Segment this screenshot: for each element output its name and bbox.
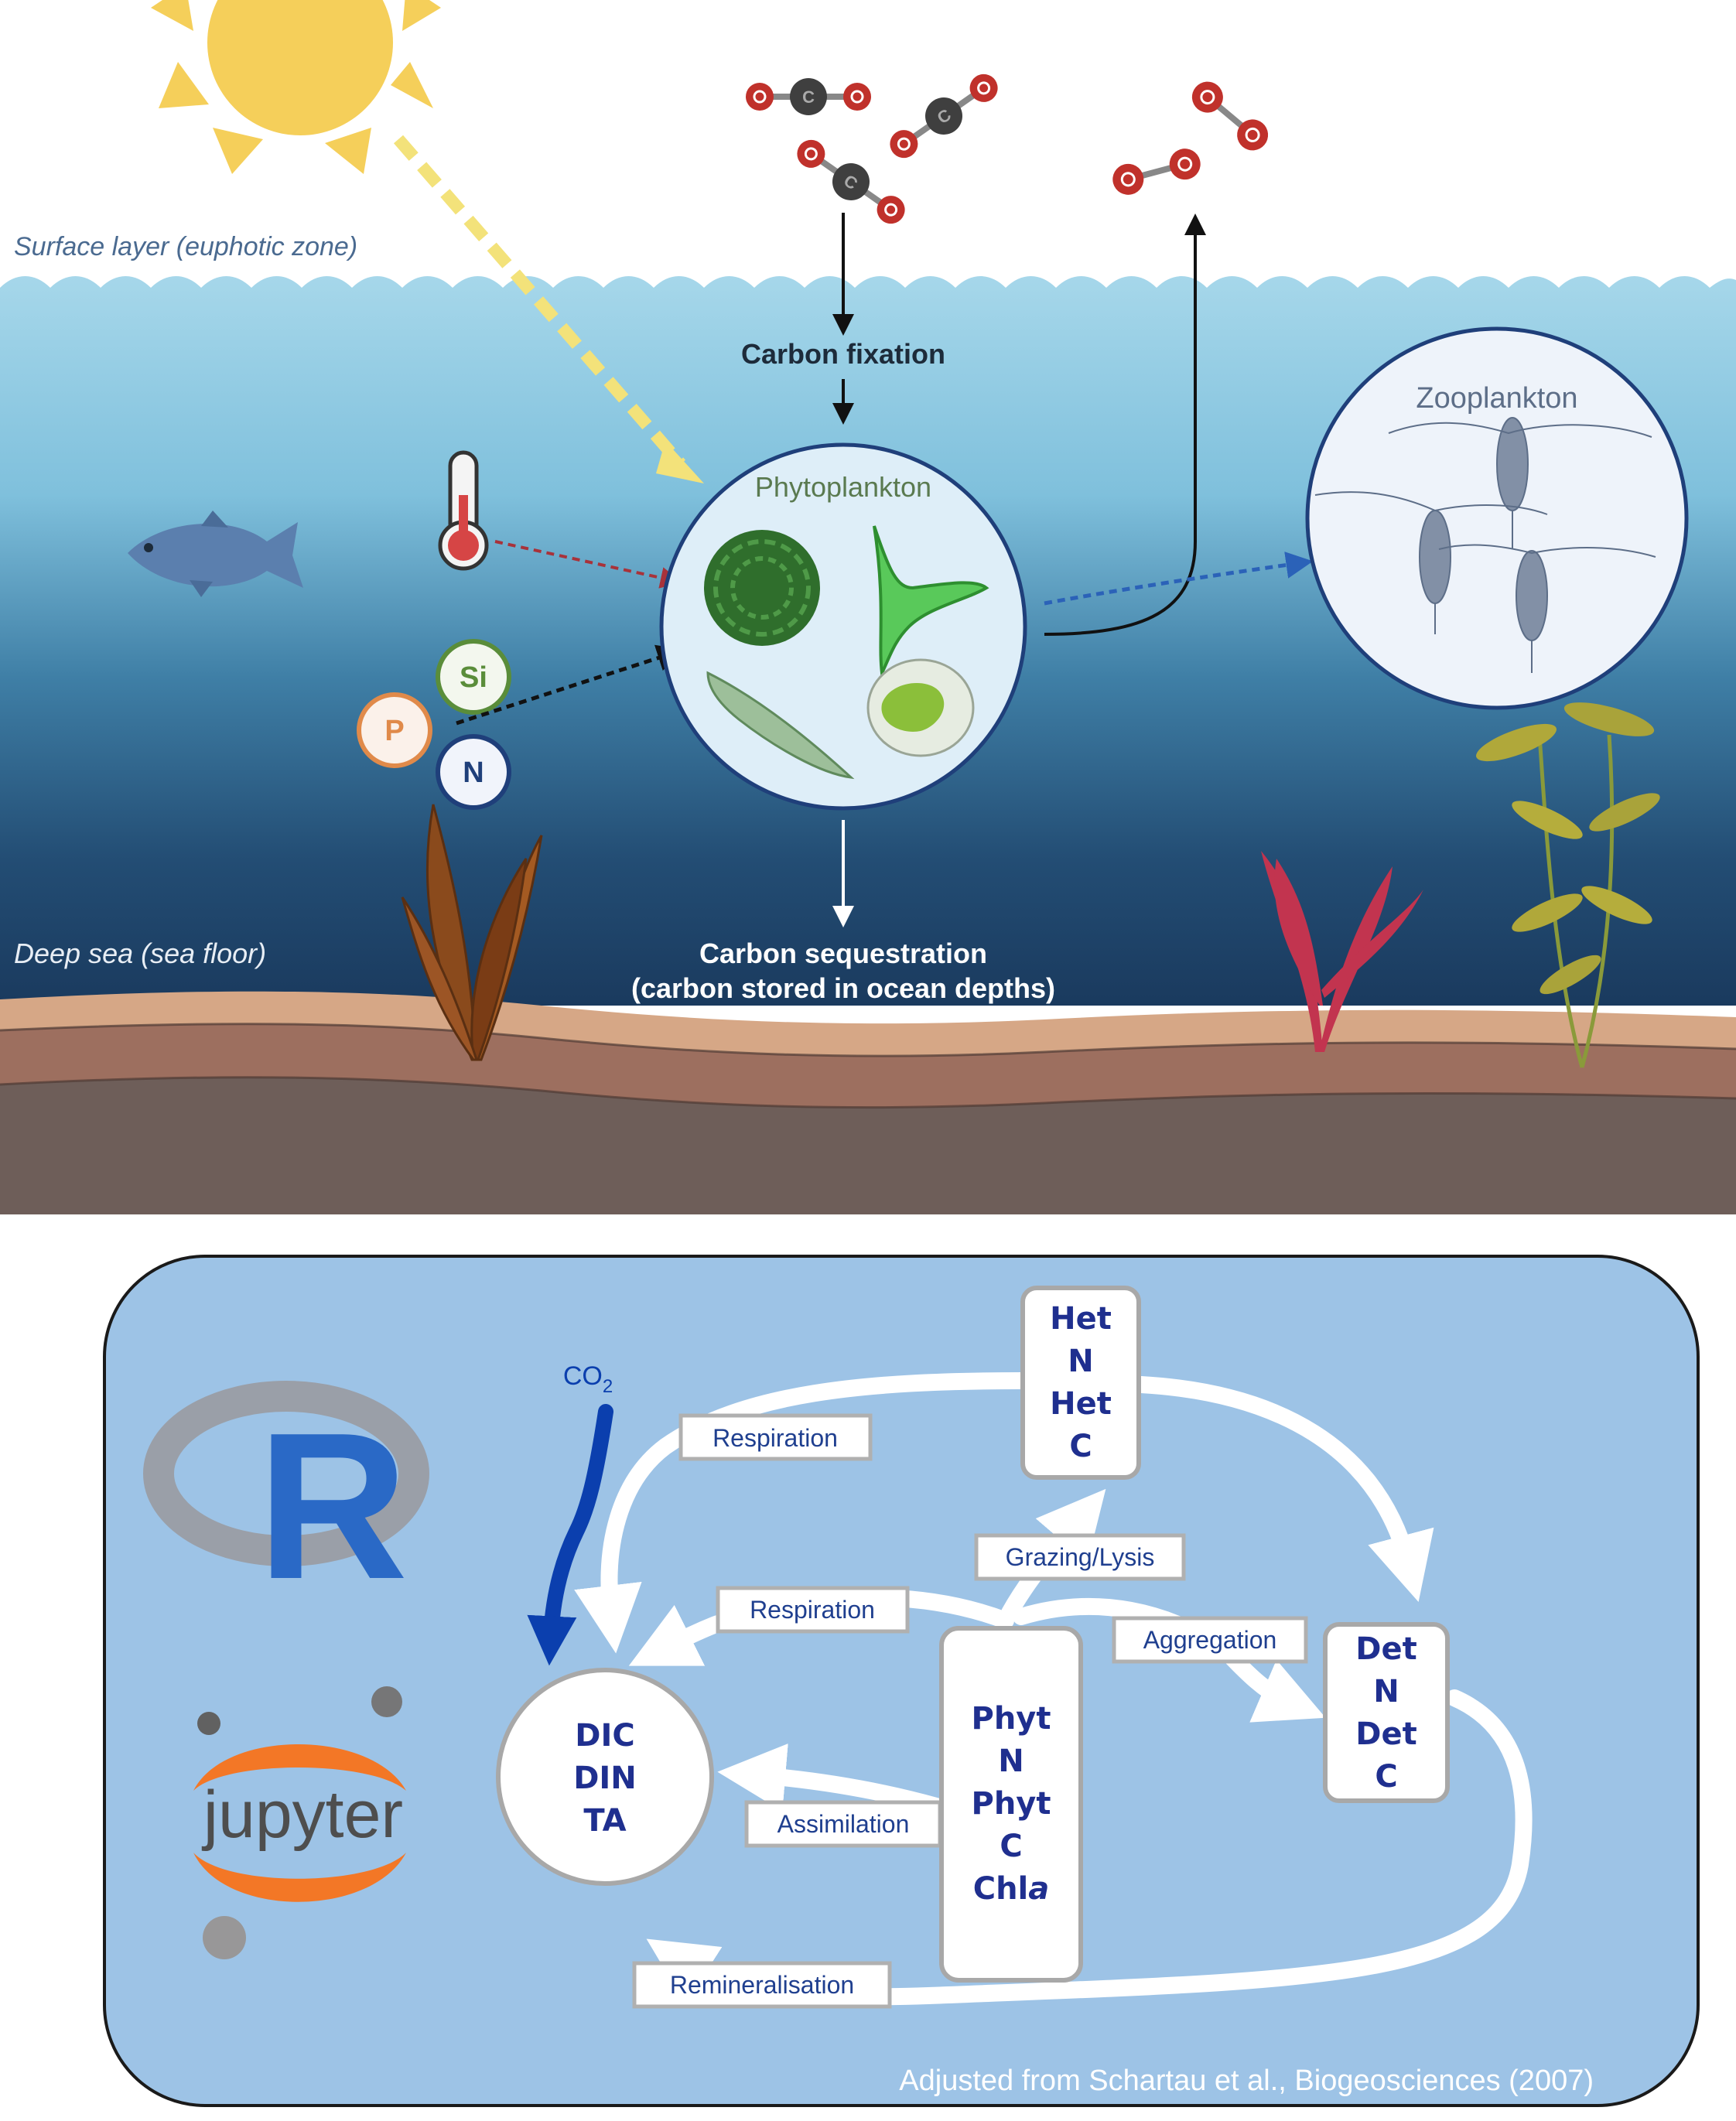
co2-molecule-icon: C <box>890 73 998 159</box>
brown-seaweed-icon <box>401 804 543 1061</box>
aggregation-label: Aggregation <box>1143 1626 1277 1654</box>
o2-molecule-icon <box>1112 149 1201 195</box>
sunlight-ray <box>393 135 686 469</box>
o2-molecules <box>1112 81 1269 195</box>
phyt-box: Phyt N Phyt C Chla <box>939 1626 1083 1983</box>
thermometer-icon <box>438 450 489 571</box>
nutrient-arrow <box>456 644 685 726</box>
remineralisation-label-box: Remineralisation <box>632 1961 892 2009</box>
nutrient-si-icon: Si <box>436 639 511 715</box>
kelp-icon <box>1476 702 1660 1068</box>
flow-labels: Respiration Respiration Grazing/Lysis Ag… <box>632 1413 1308 2009</box>
assimilation-label-box: Assimilation <box>744 1800 942 1848</box>
phyt-line5: Chla <box>973 1871 1050 1907</box>
dic-line2: DIN <box>573 1761 637 1796</box>
aggregation-label-box: Aggregation <box>1112 1616 1308 1664</box>
co2-molecule-icon: C <box>746 78 871 115</box>
co2-input-arrow <box>527 1404 613 1666</box>
jupyter-logo: jupyter <box>193 1686 406 1959</box>
nutrient-p-icon: P <box>357 692 432 768</box>
det-line2: N <box>1373 1674 1399 1709</box>
respiration-outer-label: Respiration <box>713 1424 838 1452</box>
det-line3: Det <box>1355 1716 1416 1752</box>
dinoflagellate-icon <box>873 525 989 678</box>
dic-line1: DIC <box>575 1718 634 1754</box>
het-to-det-arrow <box>1133 1376 1434 1603</box>
deep-sea-label: Deep sea (sea floor) <box>14 938 266 969</box>
respiration-inner-label: Respiration <box>750 1596 875 1624</box>
phyt-line4: C <box>1000 1829 1022 1864</box>
co2-label: CO2 <box>563 1361 613 1397</box>
nutrient-n-label: N <box>463 757 484 789</box>
model-panel <box>103 1255 1700 2107</box>
phyt-line1: Phyt <box>972 1701 1051 1737</box>
assimilation-label: Assimilation <box>777 1810 910 1838</box>
sediment-line <box>0 1076 1736 1109</box>
oxygen-release-arrow <box>1044 213 1206 636</box>
carbon-sequestration-line1: Carbon sequestration <box>699 938 987 969</box>
het-line2: N <box>1068 1344 1093 1379</box>
r-logo: R <box>143 1381 429 1623</box>
coccolithophore-icon <box>704 530 820 646</box>
sediment-bottom-layer <box>0 1077 1736 1214</box>
carbon-fixation-label: Carbon fixation <box>741 338 945 370</box>
respiration-inner-label-box: Respiration <box>716 1586 910 1634</box>
respiration-outer-label-box: Respiration <box>678 1413 873 1461</box>
nutrient-si-label: Si <box>460 661 487 694</box>
det-line1: Det <box>1355 1631 1416 1667</box>
diatom-icon <box>706 671 855 780</box>
det-line4: C <box>1375 1759 1397 1795</box>
het-box: Het N Het C <box>1020 1286 1141 1480</box>
het-line1: Het <box>1050 1301 1112 1337</box>
o2-molecule-icon <box>1191 81 1269 151</box>
het-line4: C <box>1069 1429 1092 1464</box>
fish-icon <box>128 511 303 597</box>
r-logo-letter: R <box>258 1390 408 1623</box>
co2-molecule-icon: C <box>797 139 905 224</box>
grazing-label: Grazing/Lysis <box>1006 1543 1155 1571</box>
copepod-icon <box>1314 417 1656 673</box>
jupyter-logo-text: jupyter <box>201 1778 403 1852</box>
zooplankton-label: Zooplankton <box>1416 382 1577 415</box>
het-line3: Het <box>1050 1386 1112 1422</box>
zooplankton-circle: Zooplankton <box>1305 326 1689 710</box>
svg-text:C: C <box>802 87 815 107</box>
sunlight-ray-head <box>656 441 704 483</box>
nutrient-n-icon: N <box>436 734 511 810</box>
red-seaweed-icon <box>1261 851 1423 1052</box>
sun-icon <box>151 0 441 174</box>
co2-molecules: C C C <box>746 73 998 224</box>
grazing-label-box: Grazing/Lysis <box>974 1533 1186 1581</box>
assimilation-arrow <box>717 1744 945 1815</box>
dic-line3: TA <box>583 1803 626 1839</box>
nutrient-p-label: P <box>384 715 404 747</box>
remineralisation-label: Remineralisation <box>670 1971 854 1999</box>
phytoplankton-label: Phytoplankton <box>755 471 931 503</box>
carbon-sequestration-line2: (carbon stored in ocean depths) <box>631 972 1055 1004</box>
surface-layer-label: Surface layer (euphotic zone) <box>14 232 357 261</box>
temperature-arrow <box>494 540 682 589</box>
dic-circle: DIC DIN TA <box>496 1668 714 1886</box>
sediment-line <box>0 1023 1736 1057</box>
phytoplankton-circle: Phytoplankton <box>659 442 1027 811</box>
grazing-arrow <box>1044 552 1314 606</box>
phyt-line3: Phyt <box>972 1786 1051 1822</box>
det-box: Det N Det C <box>1323 1622 1450 1803</box>
credit-text: Adjusted from Schartau et al., Biogeosci… <box>899 2065 1594 2097</box>
phyt-line2: N <box>998 1744 1023 1779</box>
